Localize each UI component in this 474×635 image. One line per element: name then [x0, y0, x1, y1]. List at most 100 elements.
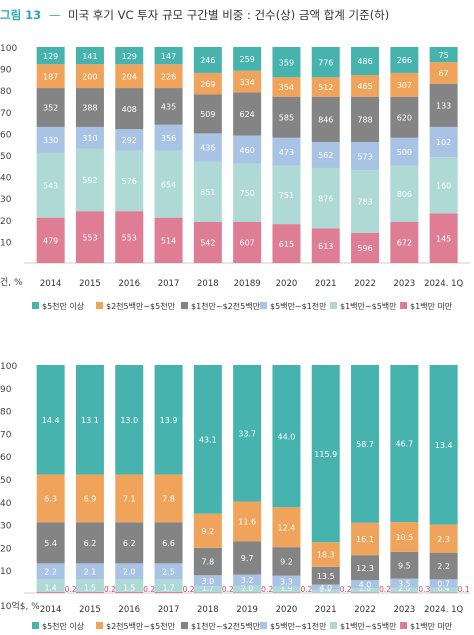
y-tick-label: 100	[0, 44, 17, 54]
bar-segment	[75, 365, 104, 475]
bar-segment	[36, 47, 65, 65]
x-tick-label: 20189	[234, 279, 261, 289]
bar-value-label: 596	[357, 244, 372, 253]
bar-value-label: 46.7	[395, 440, 413, 449]
x-tick-label: 2014	[40, 605, 62, 615]
y-tick-label: 60	[0, 453, 12, 463]
bar-segment	[36, 591, 65, 593]
bar-value-label: 783	[357, 198, 372, 207]
bar-segment	[115, 129, 144, 151]
bar-value-label: 133	[436, 102, 451, 111]
bar-value-label: 2.0	[398, 584, 410, 593]
bar-segment	[429, 157, 458, 214]
legend-swatch	[330, 302, 337, 309]
figure-title-dash: —	[49, 8, 61, 22]
bar-value-label: 408	[122, 105, 137, 114]
bar-value-label: 479	[43, 237, 58, 246]
bar-value-label: 486	[357, 57, 372, 66]
bar-value-label: 542	[200, 239, 215, 248]
bar-segment	[311, 96, 340, 143]
legend-label: $1백만~$5백만	[340, 621, 397, 631]
bar-value-label: 613	[318, 242, 333, 251]
bar-value-label: 0.2	[65, 585, 77, 594]
bar-segment	[36, 365, 65, 475]
legend-label: $1백만 미만	[410, 621, 453, 631]
bar-value-label: 1.9	[280, 584, 292, 593]
bar-segment	[36, 64, 65, 89]
bar-value-label: 776	[318, 58, 333, 67]
bar-segment	[115, 579, 144, 592]
bar-segment	[115, 591, 144, 593]
bar-segment	[390, 522, 419, 552]
y-tick-label: 90	[0, 66, 12, 76]
bar-segment	[311, 47, 340, 78]
bar-value-label: 512	[318, 83, 333, 92]
bar-segment	[36, 579, 65, 592]
bar-value-label: 435	[161, 103, 176, 112]
bar-segment	[193, 133, 222, 162]
bar-value-label: 6.2	[123, 539, 136, 548]
bar-value-label: 115.9	[314, 450, 337, 459]
bar-segment	[233, 574, 262, 586]
count-share-chart: 10 20 30 40 50 60 70 80 90 100 건, % 479 543 330 352 187…	[0, 44, 470, 289]
bar-value-label: 129	[43, 52, 58, 61]
bar-segment	[193, 547, 222, 576]
bar-value-label: 2.0	[123, 568, 136, 577]
bar-segment	[193, 513, 222, 548]
bar-segment	[351, 47, 380, 76]
bar-segment	[429, 552, 458, 580]
unit-label: 10억$, %	[0, 600, 40, 612]
bar-value-label: 359	[279, 58, 294, 67]
bar-value-label: 226	[161, 72, 176, 81]
bar-segment	[75, 522, 104, 564]
bar-value-label: 1.7	[202, 584, 214, 593]
bar-segment	[272, 137, 301, 166]
bar-segment	[311, 77, 340, 97]
bar-segment	[429, 47, 458, 63]
bar-value-label: 1.4	[45, 583, 57, 592]
bar-value-label: 75	[439, 51, 449, 60]
bar-segment	[272, 575, 301, 587]
bar-value-label: 0.2	[300, 585, 312, 594]
bar-value-label: 266	[397, 56, 412, 65]
bar-segment	[233, 70, 262, 93]
legend-swatch	[400, 622, 407, 629]
legend-label: $5천만 이상	[42, 301, 85, 311]
count-chart-legend: $5천만 이상 $2천5백만~$5천만 $1천만~$2천5백만 $5백만~$1천만 $1…	[32, 301, 453, 311]
bar-value-label: 2.0	[241, 584, 253, 593]
bar-segment	[351, 75, 380, 97]
y-tick-label: 50	[0, 152, 12, 162]
svg-text:그림 13 — 미국 후기 VC 투자 규모: 그림 13 — 미국 후기 VC 투자 규모 구간별 비중 : 건수(상) 금액…	[0, 8, 389, 22]
amount-chart-legend: $5천만 이상 $2천5백만~$5천만 $1천만~$2천5백만 $5백만~$1천만 $1…	[32, 621, 453, 631]
bar-value-label: 0.2	[104, 585, 116, 594]
bar-value-label: 2.2	[437, 562, 450, 571]
bar-segment	[115, 563, 144, 580]
bar-value-label: 2.0	[359, 584, 371, 593]
bar-segment	[272, 224, 301, 263]
bar-value-label: 576	[122, 177, 137, 186]
y-tick-label: 30	[0, 195, 12, 205]
bar-value-label: 5.4	[44, 539, 57, 548]
bar-value-label: 11.6	[238, 518, 256, 527]
figure-title: 미국 후기 VC 투자 규모 구간별 비중 : 건수(상) 금액 합계 기준(하…	[68, 8, 389, 22]
bar-segment	[351, 170, 380, 233]
bar-segment	[193, 161, 222, 222]
bar-segment	[272, 586, 301, 593]
x-tick-label: 2016	[118, 279, 140, 289]
bar-segment	[233, 92, 262, 136]
y-tick-label: 80	[0, 87, 12, 97]
bar-segment	[390, 551, 419, 579]
bar-segment	[115, 522, 144, 564]
y-tick-label: 70	[0, 109, 12, 119]
bar-value-label: 751	[279, 191, 294, 200]
bar-value-label: 672	[397, 239, 412, 248]
bar-segment	[272, 47, 301, 78]
legend-swatch	[330, 622, 337, 629]
bar-value-label: 6.9	[84, 495, 97, 504]
x-tick-label: 2016	[118, 605, 140, 615]
y-tick-label: 60	[0, 130, 12, 140]
bar-value-label: 13.9	[160, 416, 178, 425]
legend-label: $1백만 미만	[410, 301, 453, 311]
y-tick-label: 50	[0, 476, 12, 486]
